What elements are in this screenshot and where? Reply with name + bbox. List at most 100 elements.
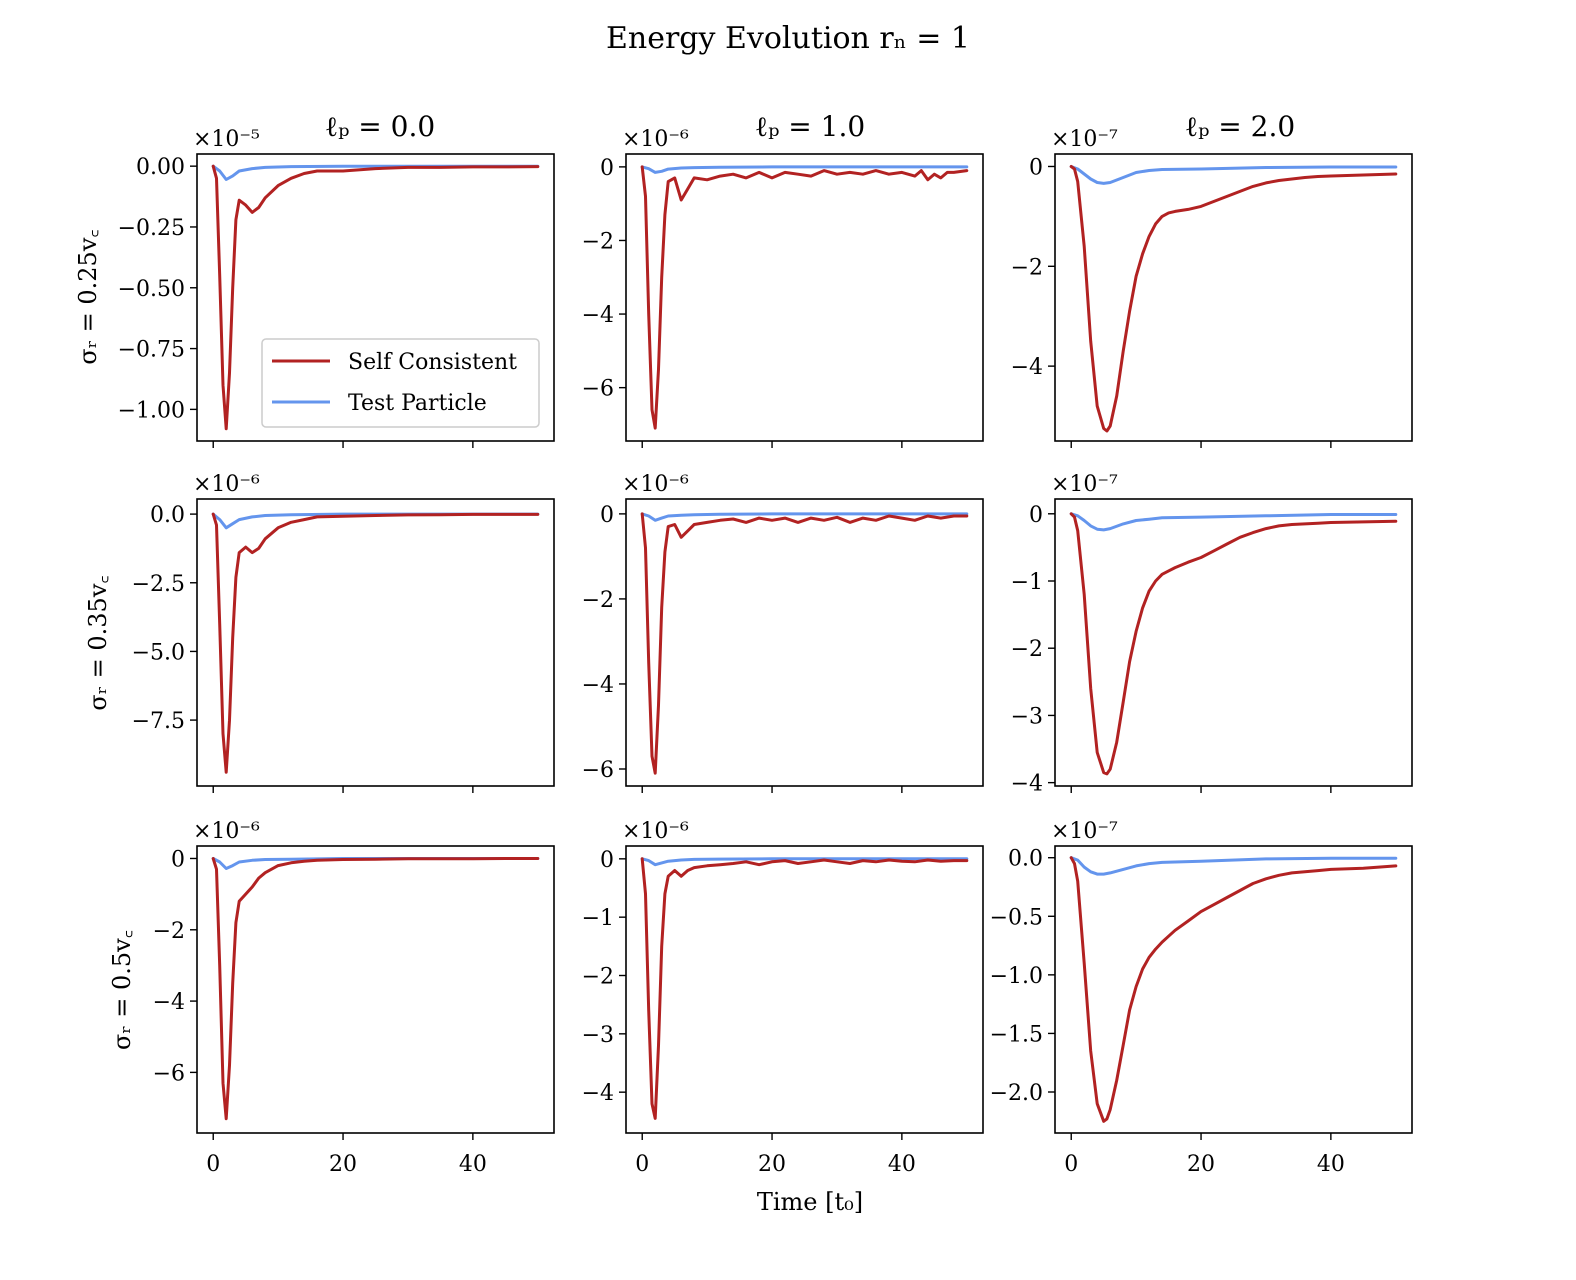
y-tick-label: −6 <box>153 1061 185 1086</box>
figure-title: Energy Evolution rₙ = 1 <box>606 21 970 56</box>
series-line-test-particle <box>1069 165 1398 185</box>
y-tick-label: −2 <box>1011 637 1043 662</box>
y-tick-label: −4 <box>582 673 614 698</box>
x-tick-label: 40 <box>459 1152 487 1177</box>
y-tick-label: −4 <box>1011 355 1043 380</box>
series-line-self-consistent <box>1069 165 1398 433</box>
legend-label-self-consistent: Self Consistent <box>348 350 517 375</box>
y-tick-label: −3 <box>582 1023 614 1048</box>
y-tick-label: −3 <box>1011 704 1043 729</box>
x-tick-label: 0 <box>635 1152 649 1177</box>
series-line-self-consistent <box>211 164 540 431</box>
y-tick-label: −2 <box>582 229 614 254</box>
plot-area <box>626 499 983 786</box>
y-tick-label: −5.0 <box>132 640 185 665</box>
axes-frame <box>1054 498 1413 787</box>
y-tick-label: −1.0 <box>990 964 1043 989</box>
axis-offset-label: ×10⁻⁶ <box>193 472 260 497</box>
series-line-test-particle <box>640 165 969 174</box>
x-tick-label: 20 <box>1187 1152 1215 1177</box>
axes-frame <box>196 153 555 442</box>
plot-area <box>626 154 983 441</box>
panel-row2-col2: 0 −2 −4 −6 ×10⁻⁶ <box>582 472 984 793</box>
legend-box <box>261 338 540 428</box>
plot-area <box>197 499 554 786</box>
y-tick-label: 0 <box>1029 155 1043 180</box>
plot-area <box>626 846 983 1133</box>
x-tick-label: 40 <box>1317 1152 1345 1177</box>
plot-area <box>197 846 554 1133</box>
y-tick-label: −1.5 <box>990 1022 1043 1047</box>
panel-row2-col1: 0.0 −2.5 −5.0 −7.5 ×10⁻⁶ <box>132 472 555 793</box>
col-title-3: ℓₚ = 2.0 <box>1185 110 1295 143</box>
x-axis-label: Time [t₀] <box>757 1188 863 1216</box>
series-line-self-consistent <box>1069 512 1398 776</box>
y-tick-label: 0.00 <box>136 155 185 180</box>
panel-row1-col3: 0 −2 −4 ×10⁻⁷ <box>1011 127 1413 448</box>
y-tick-label: −7.5 <box>132 709 185 734</box>
y-tick-label: −1 <box>582 906 614 931</box>
y-tick-label: −0.50 <box>118 277 185 302</box>
x-tick-label: 20 <box>329 1152 357 1177</box>
y-tick-label: 0 <box>171 847 185 872</box>
plot-area <box>1055 154 1412 441</box>
y-tick-label: −4 <box>153 990 185 1015</box>
y-tick-label: 0 <box>600 503 614 528</box>
plot-area <box>1055 846 1412 1133</box>
x-tick-label: 0 <box>206 1152 220 1177</box>
y-tick-label: −2 <box>582 588 614 613</box>
series-line-self-consistent <box>640 165 969 430</box>
series-line-self-consistent <box>211 512 540 774</box>
legend-label-test-particle: Test Particle <box>348 391 487 416</box>
y-tick-label: −0.5 <box>990 905 1043 930</box>
y-tick-label: −2.0 <box>990 1081 1043 1106</box>
y-tick-label: −2 <box>582 965 614 990</box>
axis-offset-label: ×10⁻⁷ <box>1051 472 1118 497</box>
row-label-3: σᵣ = 0.5v꜀ <box>108 930 136 1050</box>
y-tick-label: −0.75 <box>118 338 185 363</box>
x-tick-label: 0 <box>1064 1152 1078 1177</box>
series-line-self-consistent <box>211 857 540 1121</box>
y-tick-label: −1 <box>1011 570 1043 595</box>
axes-frame <box>196 498 555 787</box>
y-tick-label: −0.25 <box>118 216 185 241</box>
axis-offset-label: ×10⁻⁶ <box>193 819 260 844</box>
y-tick-label: −4 <box>1011 772 1043 797</box>
series-line-self-consistent <box>640 512 969 775</box>
col-title-1: ℓₚ = 0.0 <box>325 110 435 143</box>
axis-offset-label: ×10⁻⁶ <box>622 127 689 152</box>
series-line-test-particle <box>640 512 969 522</box>
panel-row3-col3: 0.0 −0.5 −1.0 −1.5 −2.0 0 20 40 ×10⁻⁷ <box>990 819 1413 1177</box>
axes-frame <box>1054 153 1413 442</box>
y-tick-label: 0.0 <box>1008 847 1043 872</box>
axes-frame <box>196 845 555 1134</box>
panel-row3-col2: 0 −1 −2 −3 −4 0 20 40 ×10⁻⁶ <box>582 819 984 1177</box>
row-label-2: σᵣ = 0.35v꜀ <box>84 575 112 710</box>
panel-row3-col1: 0 −2 −4 −6 0 20 40 ×10⁻⁶ <box>153 819 555 1177</box>
series-line-self-consistent <box>640 857 969 1120</box>
axes-frame <box>625 845 984 1134</box>
x-tick-label: 40 <box>888 1152 916 1177</box>
panel-row1-col2: 0 −2 −4 −6 ×10⁻⁶ <box>582 127 984 448</box>
y-tick-label: −6 <box>582 758 614 783</box>
series-line-self-consistent <box>1069 856 1398 1123</box>
series-line-test-particle <box>640 857 969 867</box>
y-tick-label: 0 <box>1029 503 1043 528</box>
y-tick-label: −4 <box>582 303 614 328</box>
y-tick-label: −6 <box>582 377 614 402</box>
axes-frame <box>1054 845 1413 1134</box>
y-tick-label: −1.00 <box>118 398 185 423</box>
series-line-test-particle <box>1069 856 1398 876</box>
x-tick-label: 20 <box>758 1152 786 1177</box>
y-tick-label: −2 <box>1011 255 1043 280</box>
y-tick-label: −2.5 <box>132 572 185 597</box>
axis-offset-label: ×10⁻⁷ <box>1051 819 1118 844</box>
panel-row1-col1: 0.00 −0.25 −0.50 −0.75 −1.00 ×10⁻⁵ Self Consis… <box>118 127 555 448</box>
axis-offset-label: ×10⁻⁵ <box>193 127 260 152</box>
y-tick-label: 0 <box>600 156 614 181</box>
y-tick-label: 0 <box>600 848 614 873</box>
axis-offset-label: ×10⁻⁶ <box>622 819 689 844</box>
panel-row2-col3: 0 −1 −2 −3 −4 ×10⁻⁷ <box>1011 472 1413 797</box>
